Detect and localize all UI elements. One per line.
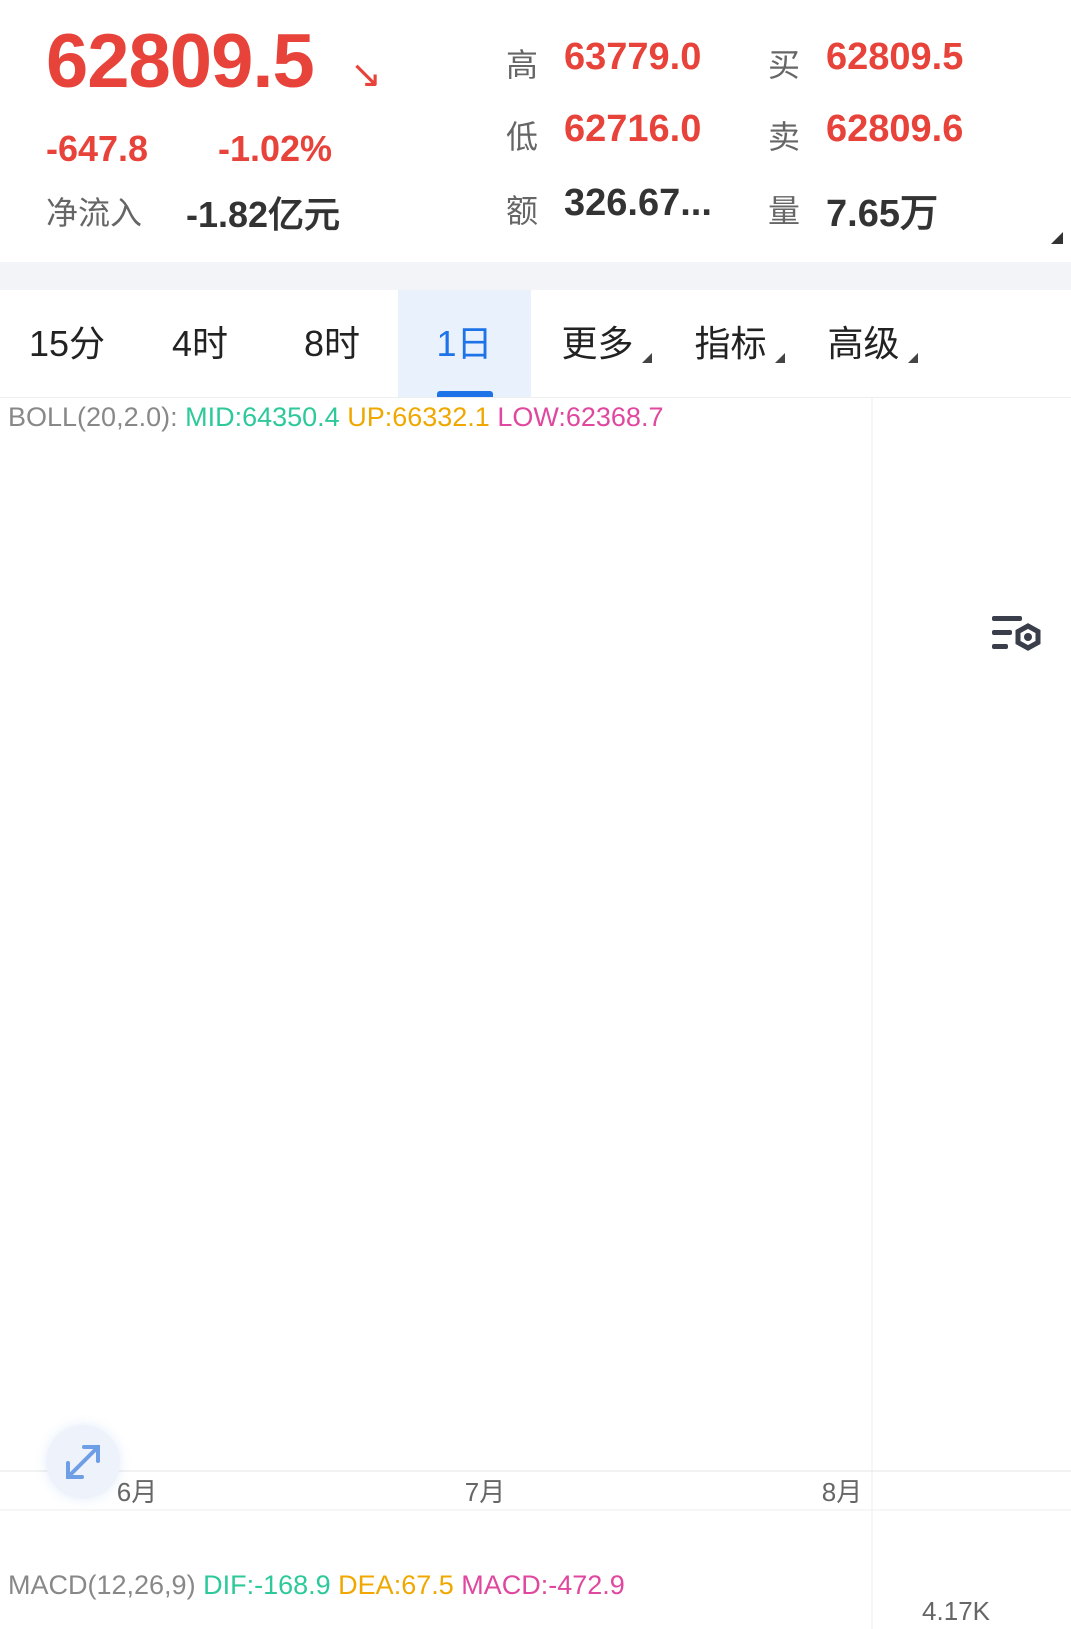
period-tabs: 15分 4时 8时 1日 更多 指标 高级	[0, 290, 1071, 651]
macd-dea: DEA:67.5	[338, 1570, 454, 1600]
boll-legend: BOLL(20,2.0): MID:64350.4 UP:66332.1 LOW…	[8, 402, 663, 433]
price-change: -647.8	[46, 128, 149, 169]
tab-15min[interactable]: 15分	[0, 290, 134, 397]
macd-prefix: MACD(12,26,9)	[8, 1570, 196, 1600]
tab-label: 15分	[28, 323, 106, 364]
tab-label: 指标	[694, 323, 767, 364]
section-divider	[0, 262, 1071, 290]
ask-label: 卖	[768, 119, 801, 155]
volume-value: 7.65万	[826, 193, 938, 235]
price-chart[interactable]: 8200080000780007600074000720007000068000…	[0, 397, 1071, 1629]
net-inflow-label: 净流入	[46, 195, 143, 231]
quote-header: 62809.5 ↘ -647.8 -1.02% 净流入 -1.82亿元 高 63…	[0, 0, 1071, 262]
dropdown-triangle-icon	[775, 353, 785, 363]
volume-label: 量	[768, 193, 801, 229]
x-tick-label: 6月	[117, 1477, 157, 1507]
amount-value: 326.67...	[564, 182, 712, 224]
tab-1d[interactable]: 1日	[398, 290, 531, 397]
bid-value: 62809.5	[826, 36, 964, 78]
dropdown-triangle-icon	[908, 353, 918, 363]
expand-quote-icon[interactable]	[1051, 232, 1063, 244]
boll-low: LOW:62368.7	[497, 402, 664, 432]
active-tab-indicator	[436, 391, 493, 397]
tab-indicators[interactable]: 指标	[664, 290, 797, 397]
x-tick-label: 8月	[822, 1477, 862, 1507]
high-value: 63779.0	[564, 36, 702, 78]
macd-dif: DIF:-168.9	[203, 1570, 331, 1600]
x-tick-label: 7月	[465, 1477, 505, 1507]
net-inflow-value: -1.82亿元	[186, 194, 341, 235]
dropdown-triangle-icon	[642, 353, 652, 363]
tab-4h[interactable]: 4时	[134, 290, 266, 397]
high-label: 高	[506, 47, 539, 83]
macd-value: MACD:-472.9	[461, 1570, 625, 1600]
tab-label: 高级	[827, 323, 900, 364]
tab-label: 1日	[436, 323, 493, 364]
tab-more[interactable]: 更多	[531, 290, 664, 397]
low-value: 62716.0	[564, 108, 702, 150]
tab-8h[interactable]: 8时	[266, 290, 398, 397]
expand-arrows-icon	[66, 1445, 100, 1479]
last-price: 62809.5	[46, 19, 315, 104]
boll-up: UP:66332.1	[347, 402, 490, 432]
amount-label: 额	[506, 193, 539, 229]
bid-label: 买	[768, 47, 801, 83]
boll-prefix: BOLL(20,2.0):	[8, 402, 178, 432]
macd-axis-label: 4.17K	[922, 1596, 991, 1626]
tab-label: 4时	[171, 323, 229, 364]
boll-mid: MID:64350.4	[185, 402, 340, 432]
macd-legend: MACD(12,26,9) DIF:-168.9 DEA:67.5 MACD:-…	[8, 1570, 625, 1601]
tab-label: 8时	[303, 323, 361, 364]
ask-value: 62809.6	[826, 108, 964, 150]
tab-label: 更多	[561, 323, 634, 364]
chart-settings-icon[interactable]	[990, 612, 1046, 658]
expand-chart-button[interactable]	[46, 1425, 120, 1499]
price-change-percent: -1.02%	[218, 128, 333, 169]
tab-advanced[interactable]: 高级	[797, 290, 930, 397]
down-arrow-icon: ↘	[350, 54, 382, 96]
low-label: 低	[506, 119, 539, 155]
